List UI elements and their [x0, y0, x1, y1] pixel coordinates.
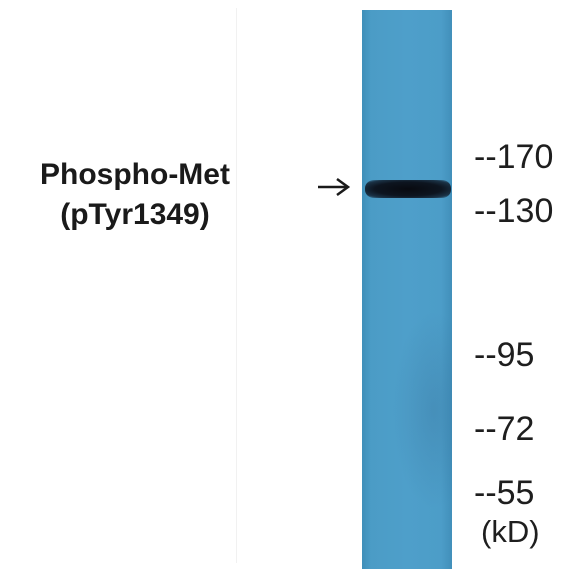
marker-170: --170	[474, 138, 554, 176]
phospho-site: (pTyr1349)	[60, 198, 210, 231]
marker-130: --130	[474, 192, 554, 230]
marker-95: --95	[474, 336, 535, 374]
blot-lane	[362, 10, 452, 569]
background-divider	[236, 8, 237, 563]
protein-band	[365, 180, 451, 198]
marker-55: --55	[474, 474, 535, 512]
marker-72: --72	[474, 410, 535, 448]
right-arrow-icon	[318, 177, 351, 197]
protein-label: Phospho-Met (pTyr1349)	[10, 155, 260, 235]
unit-label: (kD)	[481, 514, 540, 549]
lane-background-smudge	[392, 310, 452, 510]
protein-name: Phospho-Met	[40, 158, 230, 191]
